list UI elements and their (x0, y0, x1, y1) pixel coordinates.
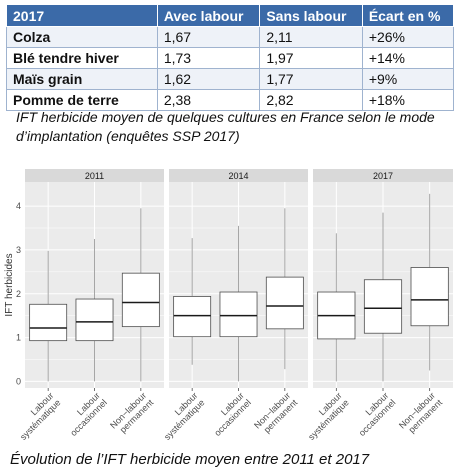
cell-sans-labour: 2,11 (259, 26, 363, 48)
cell-avec-labour: 1,73 (156, 47, 261, 69)
x-tick-label: Laboursystématique (299, 390, 351, 442)
box (173, 295, 212, 338)
table-header-row: 2017 Avec labour Sans labour Écart en % (6, 4, 455, 27)
header-avec-labour: Avec labour (156, 4, 261, 27)
cell-ecart: +18% (361, 89, 455, 111)
x-tick-label: Labouroccasionnel (205, 390, 253, 438)
y-tick-label: 0 (16, 376, 21, 386)
table-row: Blé tendre hiver 1,73 1,97 +14% (6, 47, 455, 69)
cell-avec-labour: 1,67 (156, 26, 261, 48)
header-year: 2017 (6, 4, 158, 27)
facet-label: 2017 (373, 171, 393, 181)
cell-ecart: +9% (361, 68, 455, 90)
header-ecart: Écart en % (361, 4, 455, 27)
box (29, 303, 68, 342)
cell-sans-labour: 1,97 (259, 47, 363, 69)
x-tick-label: Non−labourpermanent (108, 390, 156, 438)
cell-avec-labour: 1,62 (156, 68, 261, 90)
ift-table: 2017 Avec labour Sans labour Écart en % … (6, 4, 455, 111)
x-tick-label: Non−labourpermanent (252, 390, 300, 438)
cell-crop: Pomme de terre (6, 89, 158, 111)
box (75, 298, 114, 342)
cell-avec-labour: 2,38 (156, 89, 261, 111)
box (121, 272, 160, 328)
header-sans-labour: Sans labour (259, 4, 363, 27)
table-row: Maïs grain 1,62 1,77 +9% (6, 68, 455, 90)
table-caption: IFT herbicide moyen de quelques cultures… (16, 109, 435, 144)
y-tick-label: 4 (16, 201, 21, 211)
cell-sans-labour: 2,82 (259, 89, 363, 111)
table-row: Pomme de terre 2,38 2,82 +18% (6, 89, 455, 111)
cell-sans-labour: 1,77 (259, 68, 363, 90)
cell-ecart: +14% (361, 47, 455, 69)
x-tick-label: Laboursystématique (155, 390, 207, 442)
facet-label: 2011 (85, 171, 104, 181)
cell-crop: Blé tendre hiver (6, 47, 158, 69)
cell-crop: Colza (6, 26, 158, 48)
x-tick-label: Laboursystématique (11, 390, 63, 442)
box (410, 267, 449, 327)
ift-boxplot-chart: IFT herbicides 0 1 2 3 4 2011 Laboursystématiqu… (4, 169, 453, 442)
x-tick-label: Labouroccasionnel (61, 390, 109, 438)
y-axis-title: IFT herbicides (4, 253, 15, 316)
y-tick-label: 3 (16, 245, 21, 255)
cell-crop: Maïs grain (6, 68, 158, 90)
y-tick-label: 1 (16, 333, 21, 343)
box (265, 276, 304, 330)
cell-ecart: +26% (361, 26, 455, 48)
x-tick-label: Non−labourpermanent (397, 390, 445, 438)
chart-caption: Évolution de l’IFT herbicide moyen entre… (10, 451, 370, 468)
table-row: Colza 1,67 2,11 +26% (6, 26, 455, 48)
y-tick-label: 2 (16, 289, 21, 299)
box (219, 291, 258, 338)
facet-strip (25, 169, 164, 182)
facet-strip (313, 169, 453, 182)
box (363, 279, 403, 334)
x-tick-label: Labouroccasionnel (350, 390, 398, 438)
facet-strip (169, 169, 308, 182)
facet-label: 2014 (228, 171, 248, 181)
